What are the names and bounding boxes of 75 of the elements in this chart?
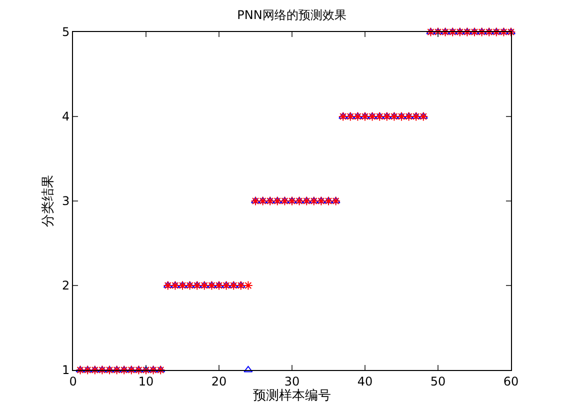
point (448, 27, 458, 37)
point (112, 365, 122, 375)
point (148, 365, 158, 375)
point (440, 27, 450, 37)
point (207, 280, 216, 290)
point (346, 112, 356, 122)
point (396, 112, 406, 122)
point (433, 27, 443, 37)
point (477, 27, 486, 37)
point (134, 365, 144, 375)
point (258, 196, 268, 206)
point (309, 196, 319, 206)
point (470, 27, 480, 37)
point (104, 365, 114, 375)
point (141, 365, 151, 375)
point (119, 365, 129, 375)
y-axis-title: 分类结果 (40, 175, 56, 227)
x-tick-label: 20 (211, 374, 227, 388)
point (126, 365, 136, 375)
point (426, 27, 436, 37)
point (272, 196, 282, 206)
point (214, 280, 224, 290)
point (294, 196, 304, 206)
y-tick-label: 1 (62, 363, 70, 378)
x-tick-label: 60 (503, 374, 519, 388)
x-tick-label: 50 (430, 374, 446, 388)
x-axis-title: 预测样本编号 (253, 388, 331, 404)
point (302, 196, 312, 206)
point (499, 27, 508, 37)
point (316, 196, 326, 206)
point (506, 27, 516, 37)
point (192, 280, 202, 290)
chart-title: PNN网络的预测效果 (237, 8, 346, 22)
point (244, 280, 253, 290)
x-tick-label: 0 (69, 374, 77, 388)
y-tick-label: 2 (62, 278, 70, 293)
point (374, 112, 384, 122)
point (368, 112, 377, 122)
point (178, 280, 188, 290)
point (484, 27, 494, 37)
point (360, 112, 370, 122)
y-tick-label: 4 (62, 110, 70, 124)
y-tick-label: 5 (62, 25, 70, 40)
point (492, 27, 502, 37)
x-tick-label: 30 (284, 374, 300, 388)
point (82, 365, 92, 375)
point (236, 280, 246, 290)
point (331, 196, 340, 206)
point (324, 196, 334, 206)
point (390, 112, 399, 122)
point (280, 196, 290, 206)
point (411, 112, 421, 122)
point (170, 280, 180, 290)
point (76, 365, 85, 375)
point (287, 196, 297, 206)
point (163, 280, 173, 290)
point (338, 112, 348, 122)
point (265, 196, 275, 206)
point (418, 112, 428, 122)
point (382, 112, 392, 122)
point (98, 365, 107, 375)
point (222, 280, 231, 290)
y-tick-label: 3 (62, 194, 70, 208)
point (90, 365, 100, 375)
point (462, 27, 472, 37)
point (156, 365, 166, 375)
point (250, 196, 260, 206)
point (353, 112, 362, 122)
x-tick-label: 10 (138, 374, 154, 388)
point (455, 27, 465, 37)
point (185, 280, 194, 290)
point (404, 112, 414, 122)
point (228, 280, 238, 290)
point (200, 280, 210, 290)
x-tick-label: 40 (357, 374, 373, 388)
